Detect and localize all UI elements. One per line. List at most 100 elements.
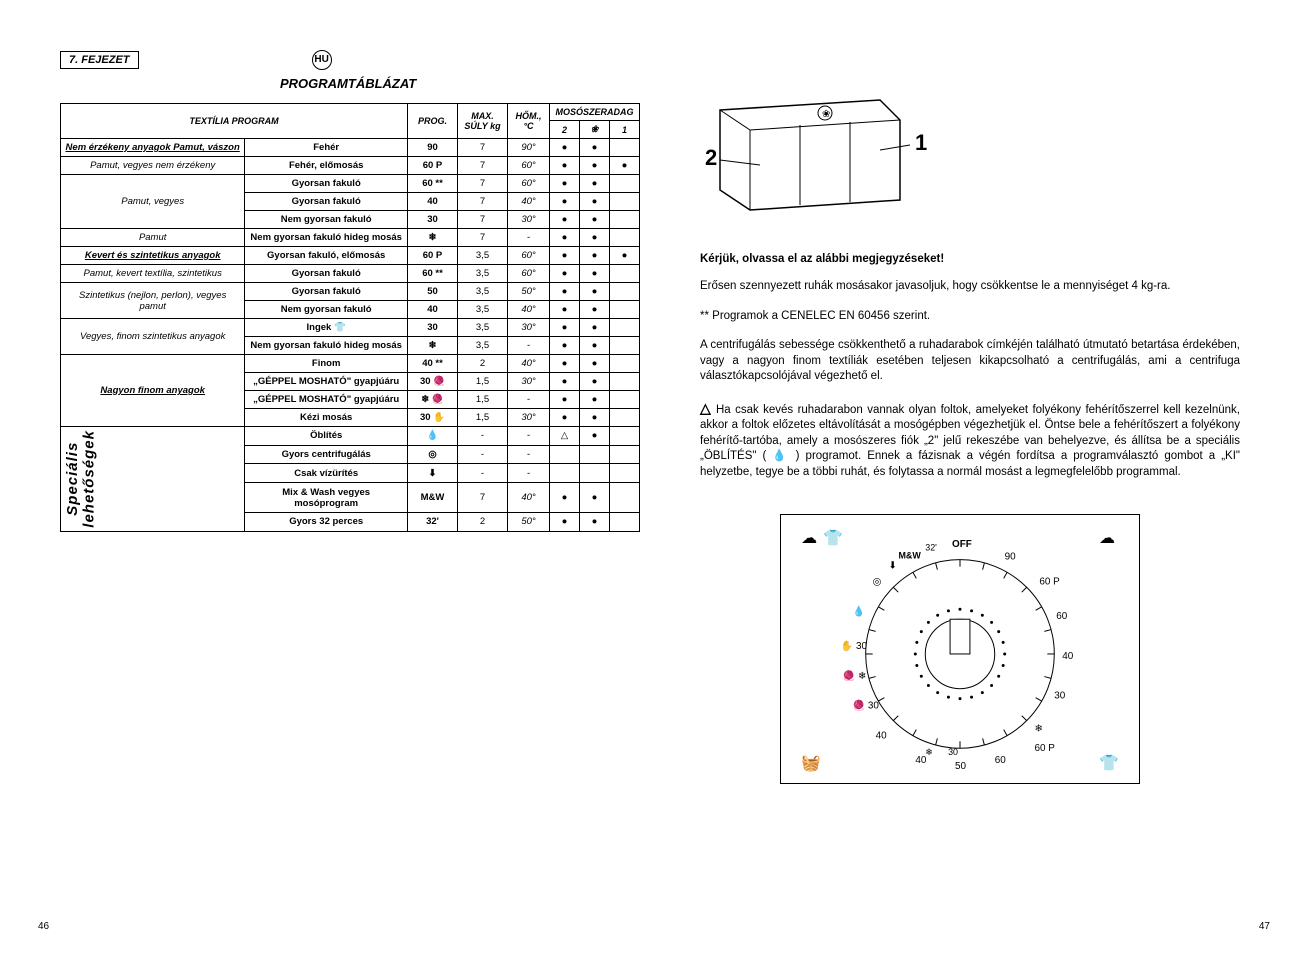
detergent-cell: ● xyxy=(550,157,580,175)
table-row: SpeciálislehetőségekÖblítés💧--△● xyxy=(61,427,640,446)
detergent-cell: ● xyxy=(550,513,580,532)
temp-cell: 60° xyxy=(508,247,550,265)
detergent-cell: ● xyxy=(550,247,580,265)
detergent-cell xyxy=(550,464,580,483)
detergent-cell xyxy=(550,445,580,464)
weight-cell: 7 xyxy=(458,482,508,512)
prog-cell: 40 xyxy=(408,301,458,319)
detergent-cell xyxy=(610,265,640,283)
detergent-cell xyxy=(610,139,640,157)
prog-cell: ❄ xyxy=(408,229,458,247)
desc-cell: Nem gyorsan fakuló xyxy=(245,211,408,229)
detergent-cell xyxy=(610,373,640,391)
svg-text:💧: 💧 xyxy=(853,605,865,617)
detergent-cell: ● xyxy=(550,283,580,301)
desc-cell: Fehér xyxy=(245,139,408,157)
group-cell: Pamut, kevert textília, szintetikus xyxy=(61,265,245,283)
group-cell: Speciálislehetőségek xyxy=(61,427,245,532)
svg-text:40: 40 xyxy=(1062,651,1074,662)
detergent-cell: △ xyxy=(550,427,580,446)
table-row: Szintetikus (nejlon, perlon), vegyes pam… xyxy=(61,283,640,301)
detergent-cell: ● xyxy=(580,482,610,512)
temp-cell: 30° xyxy=(508,211,550,229)
header-detergent: MOSÓSZERADAG xyxy=(550,104,640,121)
svg-text:☁: ☁ xyxy=(801,530,817,547)
temp-cell: 90° xyxy=(508,139,550,157)
chapter-label: 7. FEJEZET xyxy=(60,51,139,69)
temp-cell: 30° xyxy=(508,409,550,427)
desc-cell: Fehér, előmosás xyxy=(245,157,408,175)
detergent-cell: ● xyxy=(550,175,580,193)
prog-cell: 32' xyxy=(408,513,458,532)
detergent-cell: ● xyxy=(580,391,610,409)
temp-cell: - xyxy=(508,391,550,409)
weight-cell: 3,5 xyxy=(458,337,508,355)
prog-cell: 90 xyxy=(408,139,458,157)
desc-cell: Ingek 👕 xyxy=(245,319,408,337)
para-4: △Ha csak kevés ruhadarabon vannak olyan … xyxy=(700,399,1240,481)
detergent-cell: ● xyxy=(550,265,580,283)
table-row: PamutNem gyorsan fakuló hideg mosás❄7-●● xyxy=(61,229,640,247)
svg-text:👕: 👕 xyxy=(823,529,843,547)
temp-cell: - xyxy=(508,464,550,483)
temp-cell: 60° xyxy=(508,157,550,175)
detergent-cell xyxy=(610,513,640,532)
detergent-cell: ● xyxy=(550,482,580,512)
svg-text:60 P: 60 P xyxy=(1034,743,1055,754)
svg-text:🧶 ❄: 🧶 ❄ xyxy=(843,670,866,682)
svg-text:30: 30 xyxy=(1054,691,1066,702)
page-title: PROGRAMTÁBLÁZAT xyxy=(280,76,640,91)
prog-cell: 30 ✋ xyxy=(408,409,458,427)
detergent-cell: ● xyxy=(550,373,580,391)
detergent-cell: ● xyxy=(580,175,610,193)
weight-cell: 3,5 xyxy=(458,247,508,265)
group-cell: Pamut, vegyes nem érzékeny xyxy=(61,157,245,175)
group-cell: Nem érzékeny anyagok Pamut, vászon xyxy=(61,139,245,157)
table-row: Nem érzékeny anyagok Pamut, vászonFehér9… xyxy=(61,139,640,157)
temp-cell: 30° xyxy=(508,373,550,391)
table-row: Kevert és szintetikus anyagokGyorsan fak… xyxy=(61,247,640,265)
desc-cell: Csak vízürítés xyxy=(245,464,408,483)
desc-cell: Gyorsan fakuló xyxy=(245,175,408,193)
detergent-cell xyxy=(610,427,640,446)
prog-cell: ◎ xyxy=(408,445,458,464)
weight-cell: 7 xyxy=(458,157,508,175)
group-cell: Vegyes, finom szintetikus anyagok xyxy=(61,319,245,355)
svg-text:M&W: M&W xyxy=(898,551,921,561)
svg-text:30: 30 xyxy=(948,747,958,757)
detergent-cell xyxy=(610,319,640,337)
detergent-cell: ● xyxy=(580,355,610,373)
para-3: A centrifugálás sebessége csökkenthető a… xyxy=(700,338,1240,385)
weight-cell: 3,5 xyxy=(458,283,508,301)
svg-text:60 P: 60 P xyxy=(1039,577,1060,588)
header-weight: MAX. SÚLY kg xyxy=(458,104,508,139)
weight-cell: - xyxy=(458,427,508,446)
desc-cell: Finom xyxy=(245,355,408,373)
temp-cell: 40° xyxy=(508,301,550,319)
group-cell: Pamut, vegyes xyxy=(61,175,245,229)
weight-cell: - xyxy=(458,464,508,483)
detergent-cell: ● xyxy=(550,193,580,211)
detergent-cell xyxy=(610,301,640,319)
header-textile: TEXTÍLIA PROGRAM xyxy=(61,104,408,139)
detergent-cell xyxy=(580,464,610,483)
group-cell: Szintetikus (nejlon, perlon), vegyes pam… xyxy=(61,283,245,319)
temp-cell: 40° xyxy=(508,355,550,373)
header-col2: 2 xyxy=(550,121,580,139)
detergent-cell: ● xyxy=(580,301,610,319)
prog-cell: 60 ** xyxy=(408,265,458,283)
detergent-cell: ● xyxy=(580,193,610,211)
right-page: ❀ 1 2 Kérjük, olvassa el az alábbi megje… xyxy=(700,90,1240,787)
header-col1: 1 xyxy=(610,121,640,139)
prog-cell: 30 xyxy=(408,319,458,337)
detergent-cell: ● xyxy=(550,319,580,337)
desc-cell: Gyors centrifugálás xyxy=(245,445,408,464)
weight-cell: 7 xyxy=(458,211,508,229)
detergent-cell xyxy=(580,445,610,464)
prog-cell: M&W xyxy=(408,482,458,512)
weight-cell: 1,5 xyxy=(458,391,508,409)
detergent-cell: ● xyxy=(580,373,610,391)
table-row: Pamut, kevert textília, szintetikusGyors… xyxy=(61,265,640,283)
detergent-cell: ● xyxy=(580,247,610,265)
desc-cell: Gyorsan fakuló xyxy=(245,283,408,301)
